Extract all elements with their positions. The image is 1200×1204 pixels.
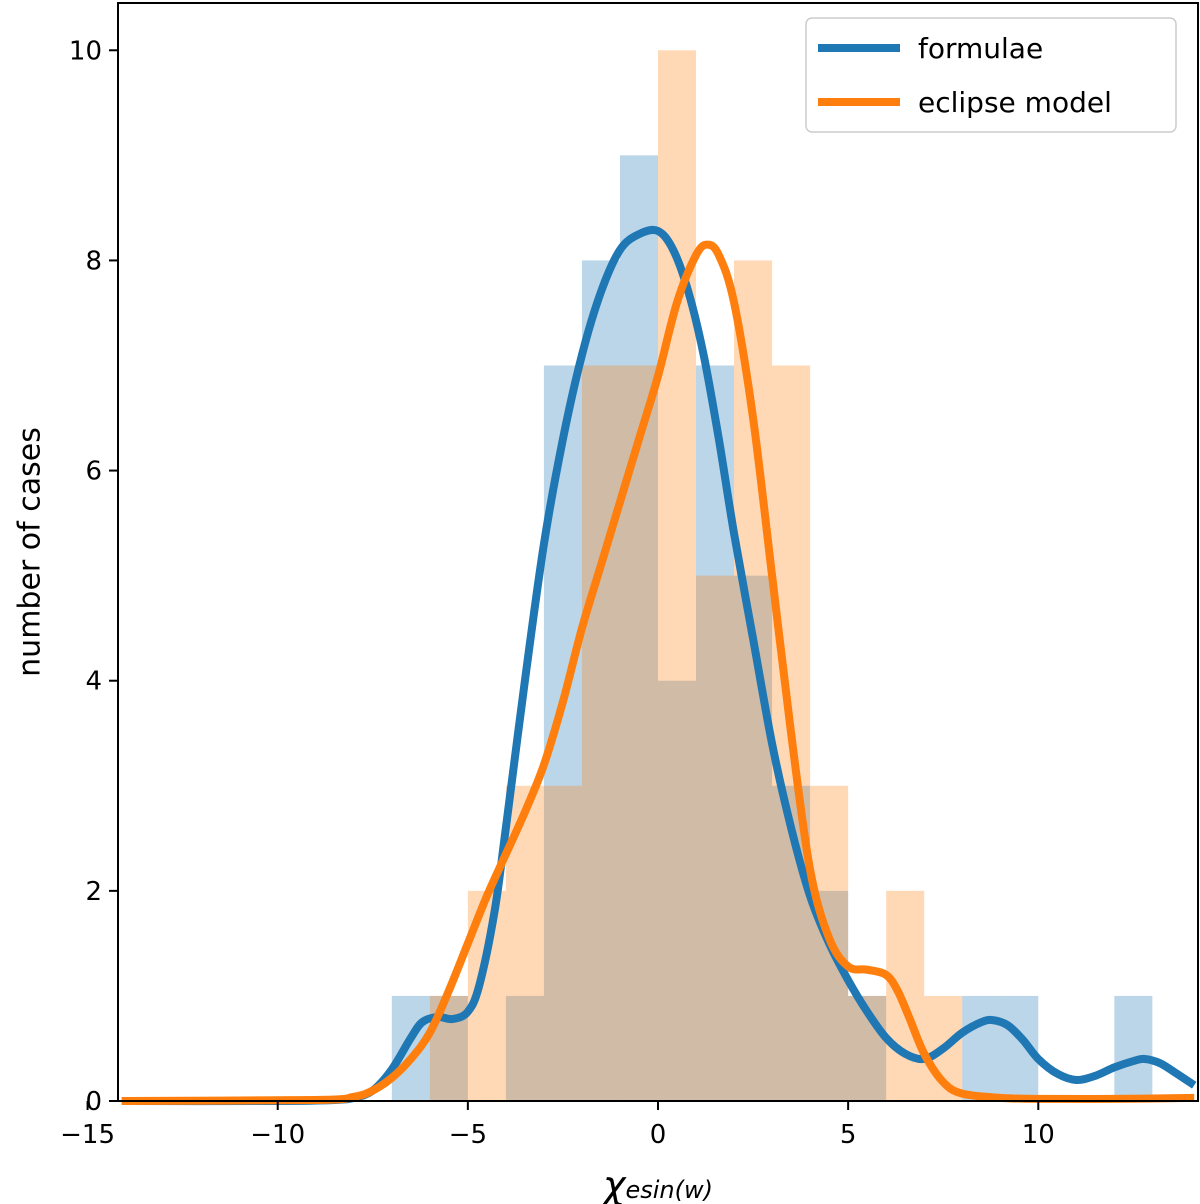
legend-label-eclipse-model: eclipse model <box>918 86 1112 119</box>
y-tick-label: 8 <box>85 246 102 276</box>
hist-bar-eclipse-model-12 <box>886 890 925 1101</box>
kde-line-eclipse-model <box>121 240 1195 1105</box>
x-tick-label: −10 <box>250 1120 305 1150</box>
x-ticks: −15−10−5051015 <box>60 1101 1055 1150</box>
x-tick-label: 5 <box>840 1120 857 1150</box>
hist-bar-formulae-5 <box>619 155 658 1101</box>
hist-bar-eclipse-model-7 <box>696 575 735 1101</box>
legend-label-formulae: formulae <box>918 32 1043 65</box>
legend: formulae eclipse model <box>805 17 1177 133</box>
kde-lines <box>121 225 1197 1106</box>
hist-bar-formulae-14 <box>1114 995 1153 1101</box>
hist-bar-formulae-8 <box>734 575 773 1101</box>
hist-bar-formulae-10 <box>810 890 849 1101</box>
x-axis-label-sub: esin(w) <box>625 1176 713 1204</box>
y-tick-label: 6 <box>85 457 102 487</box>
hist-bar-eclipse-model-6 <box>658 50 697 1101</box>
y-tick-label: 10 <box>69 36 102 66</box>
hist-bar-formulae-4 <box>581 260 620 1101</box>
y-axis-label: number of cases <box>13 427 48 677</box>
hist-bar-eclipse-model-3 <box>543 785 582 1101</box>
kde-line-formulae <box>121 225 1197 1106</box>
hist-bar-formulae-2 <box>505 995 544 1101</box>
x-axis-label: χesin(w) <box>601 1163 713 1204</box>
hist-bar-eclipse-model-8 <box>734 260 773 1101</box>
y-ticks: 0 2 4 6 8 10 <box>69 36 118 1117</box>
x-tick-label: −5 <box>449 1120 487 1150</box>
y-tick-label: 4 <box>85 667 102 697</box>
hist-bar-eclipse-model-4 <box>581 365 620 1101</box>
hist-bar-formulae-12 <box>962 995 1001 1101</box>
y-tick-label: 0 <box>85 1087 102 1117</box>
x-tick-label: 0 <box>650 1120 667 1150</box>
x-axis-label-main: χ <box>601 1163 627 1204</box>
x-tick-label: −15 <box>60 1120 115 1150</box>
y-tick-label: 2 <box>85 877 102 907</box>
hist-bar-formulae-6 <box>658 680 697 1101</box>
x-tick-label: 10 <box>1022 1120 1055 1150</box>
